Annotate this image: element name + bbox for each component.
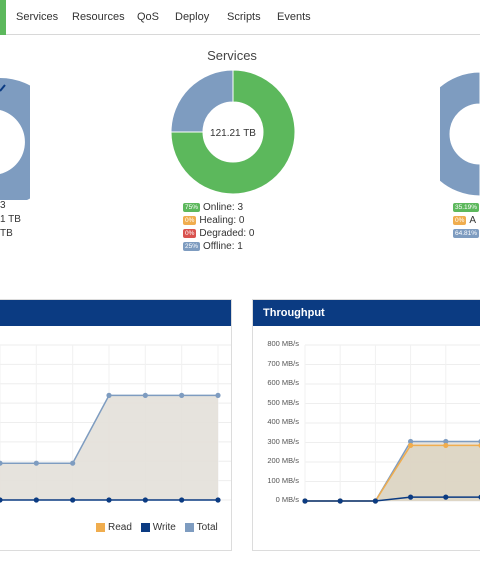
nav-item-events[interactable]: Events <box>277 11 311 23</box>
legend-label-write: Write <box>152 522 176 533</box>
legend-label-degraded: Degraded: 0 <box>199 228 255 239</box>
legend-row-online: 75% Online: 3 <box>183 202 243 214</box>
left-chart-panel: Read Write Total <box>0 299 232 551</box>
area-fill-total <box>0 395 218 500</box>
legend-label-read: Read <box>108 522 132 533</box>
write-swatch <box>140 522 150 532</box>
status-badge: 64.81% <box>453 228 480 238</box>
data-point-read <box>408 442 414 449</box>
left-legend-fragment-1: 3 <box>0 200 6 211</box>
left-donut-slice <box>0 78 30 200</box>
data-point-total <box>142 392 148 398</box>
donut-slice-online[interactable] <box>171 70 295 194</box>
top-navigation: Services Resources QoS Deploy Scripts Ev… <box>0 0 480 35</box>
throughput-panel: Throughput 800 MB/s 700 MB/s 600 MB/s 500 M… <box>252 299 480 551</box>
status-badge: 25% <box>183 241 201 251</box>
legend-item-total[interactable]: Total <box>184 522 218 533</box>
y-tick-label: 700 MB/s <box>267 358 299 368</box>
y-tick-label: 400 MB/s <box>267 417 299 426</box>
donut-center-label: 121.21 TB <box>210 128 256 139</box>
data-point-total <box>179 392 185 398</box>
data-point-write <box>337 498 343 504</box>
left-panel-header <box>0 300 231 326</box>
right-legend-row-2: 0% A <box>453 215 476 227</box>
legend-row-offline: 25% Offline: 1 <box>183 241 243 253</box>
data-point-write <box>0 497 3 503</box>
status-badge: 75% <box>183 202 201 212</box>
legend-label-offline: Offline: 1 <box>203 241 243 252</box>
legend-label-total: Total <box>196 522 218 533</box>
right-legend-row-3: 64.81% <box>453 228 480 240</box>
y-tick-label: 0 MB/s <box>275 495 299 504</box>
data-point-write <box>408 494 414 500</box>
data-point-total <box>0 460 3 466</box>
read-swatch <box>96 522 105 532</box>
legend-item-write[interactable]: Write <box>140 522 176 533</box>
left-chart-legend: Read Write Total <box>96 522 218 533</box>
data-point-write <box>372 498 378 504</box>
nav-item-deploy[interactable]: Deploy <box>175 11 210 23</box>
data-point-write <box>215 497 221 503</box>
legend-label-healing: Healing: 0 <box>199 215 245 226</box>
data-point-total <box>70 460 76 466</box>
data-point-write <box>70 497 76 503</box>
data-point-write <box>179 497 185 503</box>
data-point-total <box>33 460 39 466</box>
legend-item-read[interactable]: Read <box>96 522 132 533</box>
nav-accent-bar <box>0 0 6 35</box>
right-legend-row-1: 35.19%A <box>453 202 480 214</box>
donut-slice-offline[interactable] <box>171 70 234 133</box>
data-point-write <box>302 498 308 504</box>
nav-item-scripts[interactable]: Scripts <box>227 11 261 23</box>
nav-item-qos[interactable]: QoS <box>137 11 160 23</box>
left-legend-fragment-2: 1 TB <box>0 214 21 225</box>
right-legend-label-2: A <box>469 215 477 226</box>
y-tick-label: 200 MB/s <box>267 456 299 465</box>
legend-label-online: Online: 3 <box>203 202 244 213</box>
left-area-chart <box>0 344 231 503</box>
data-point-write <box>142 497 148 503</box>
data-point-read <box>443 442 449 449</box>
nav-item-resources[interactable]: Resources <box>72 11 125 23</box>
series-line-write <box>305 496 480 502</box>
throughput-title: Throughput <box>263 307 325 319</box>
data-point-total <box>106 392 112 398</box>
data-point-write <box>443 494 449 500</box>
status-badge: 0% <box>183 215 197 225</box>
y-tick-label: 500 MB/s <box>267 397 299 407</box>
legend-row-degraded: 0% Degraded: 0 <box>183 228 254 240</box>
data-point-write <box>33 497 39 503</box>
nav-item-services[interactable]: Services <box>16 11 59 23</box>
y-tick-label: 100 MB/s <box>267 475 299 485</box>
data-point-total <box>215 392 221 398</box>
right-donut-chart <box>440 71 480 197</box>
data-point-total <box>443 438 449 445</box>
data-point-write <box>106 497 112 503</box>
status-badge: 0% <box>453 215 467 225</box>
y-tick-label: 300 MB/s <box>267 436 299 446</box>
left-legend-fragment-3: TB <box>0 228 13 239</box>
data-point-total <box>408 438 414 445</box>
throughput-area-chart <box>302 344 480 504</box>
throughput-panel-header: Throughput <box>253 300 480 326</box>
services-donut-chart[interactable]: 121.21 TB <box>171 70 295 194</box>
services-card-title: Services <box>207 48 257 63</box>
area-fill-read <box>305 445 480 501</box>
status-badge: 35.19% <box>453 202 480 212</box>
left-donut-marker <box>0 84 6 92</box>
legend-row-healing: 0% Healing: 0 <box>183 215 244 227</box>
total-swatch <box>184 522 194 532</box>
left-donut-chart <box>0 78 30 200</box>
y-tick-label: 600 MB/s <box>267 378 299 387</box>
status-badge: 0% <box>183 228 197 238</box>
y-tick-label: 800 MB/s <box>267 339 299 348</box>
right-donut-slice <box>440 71 480 197</box>
